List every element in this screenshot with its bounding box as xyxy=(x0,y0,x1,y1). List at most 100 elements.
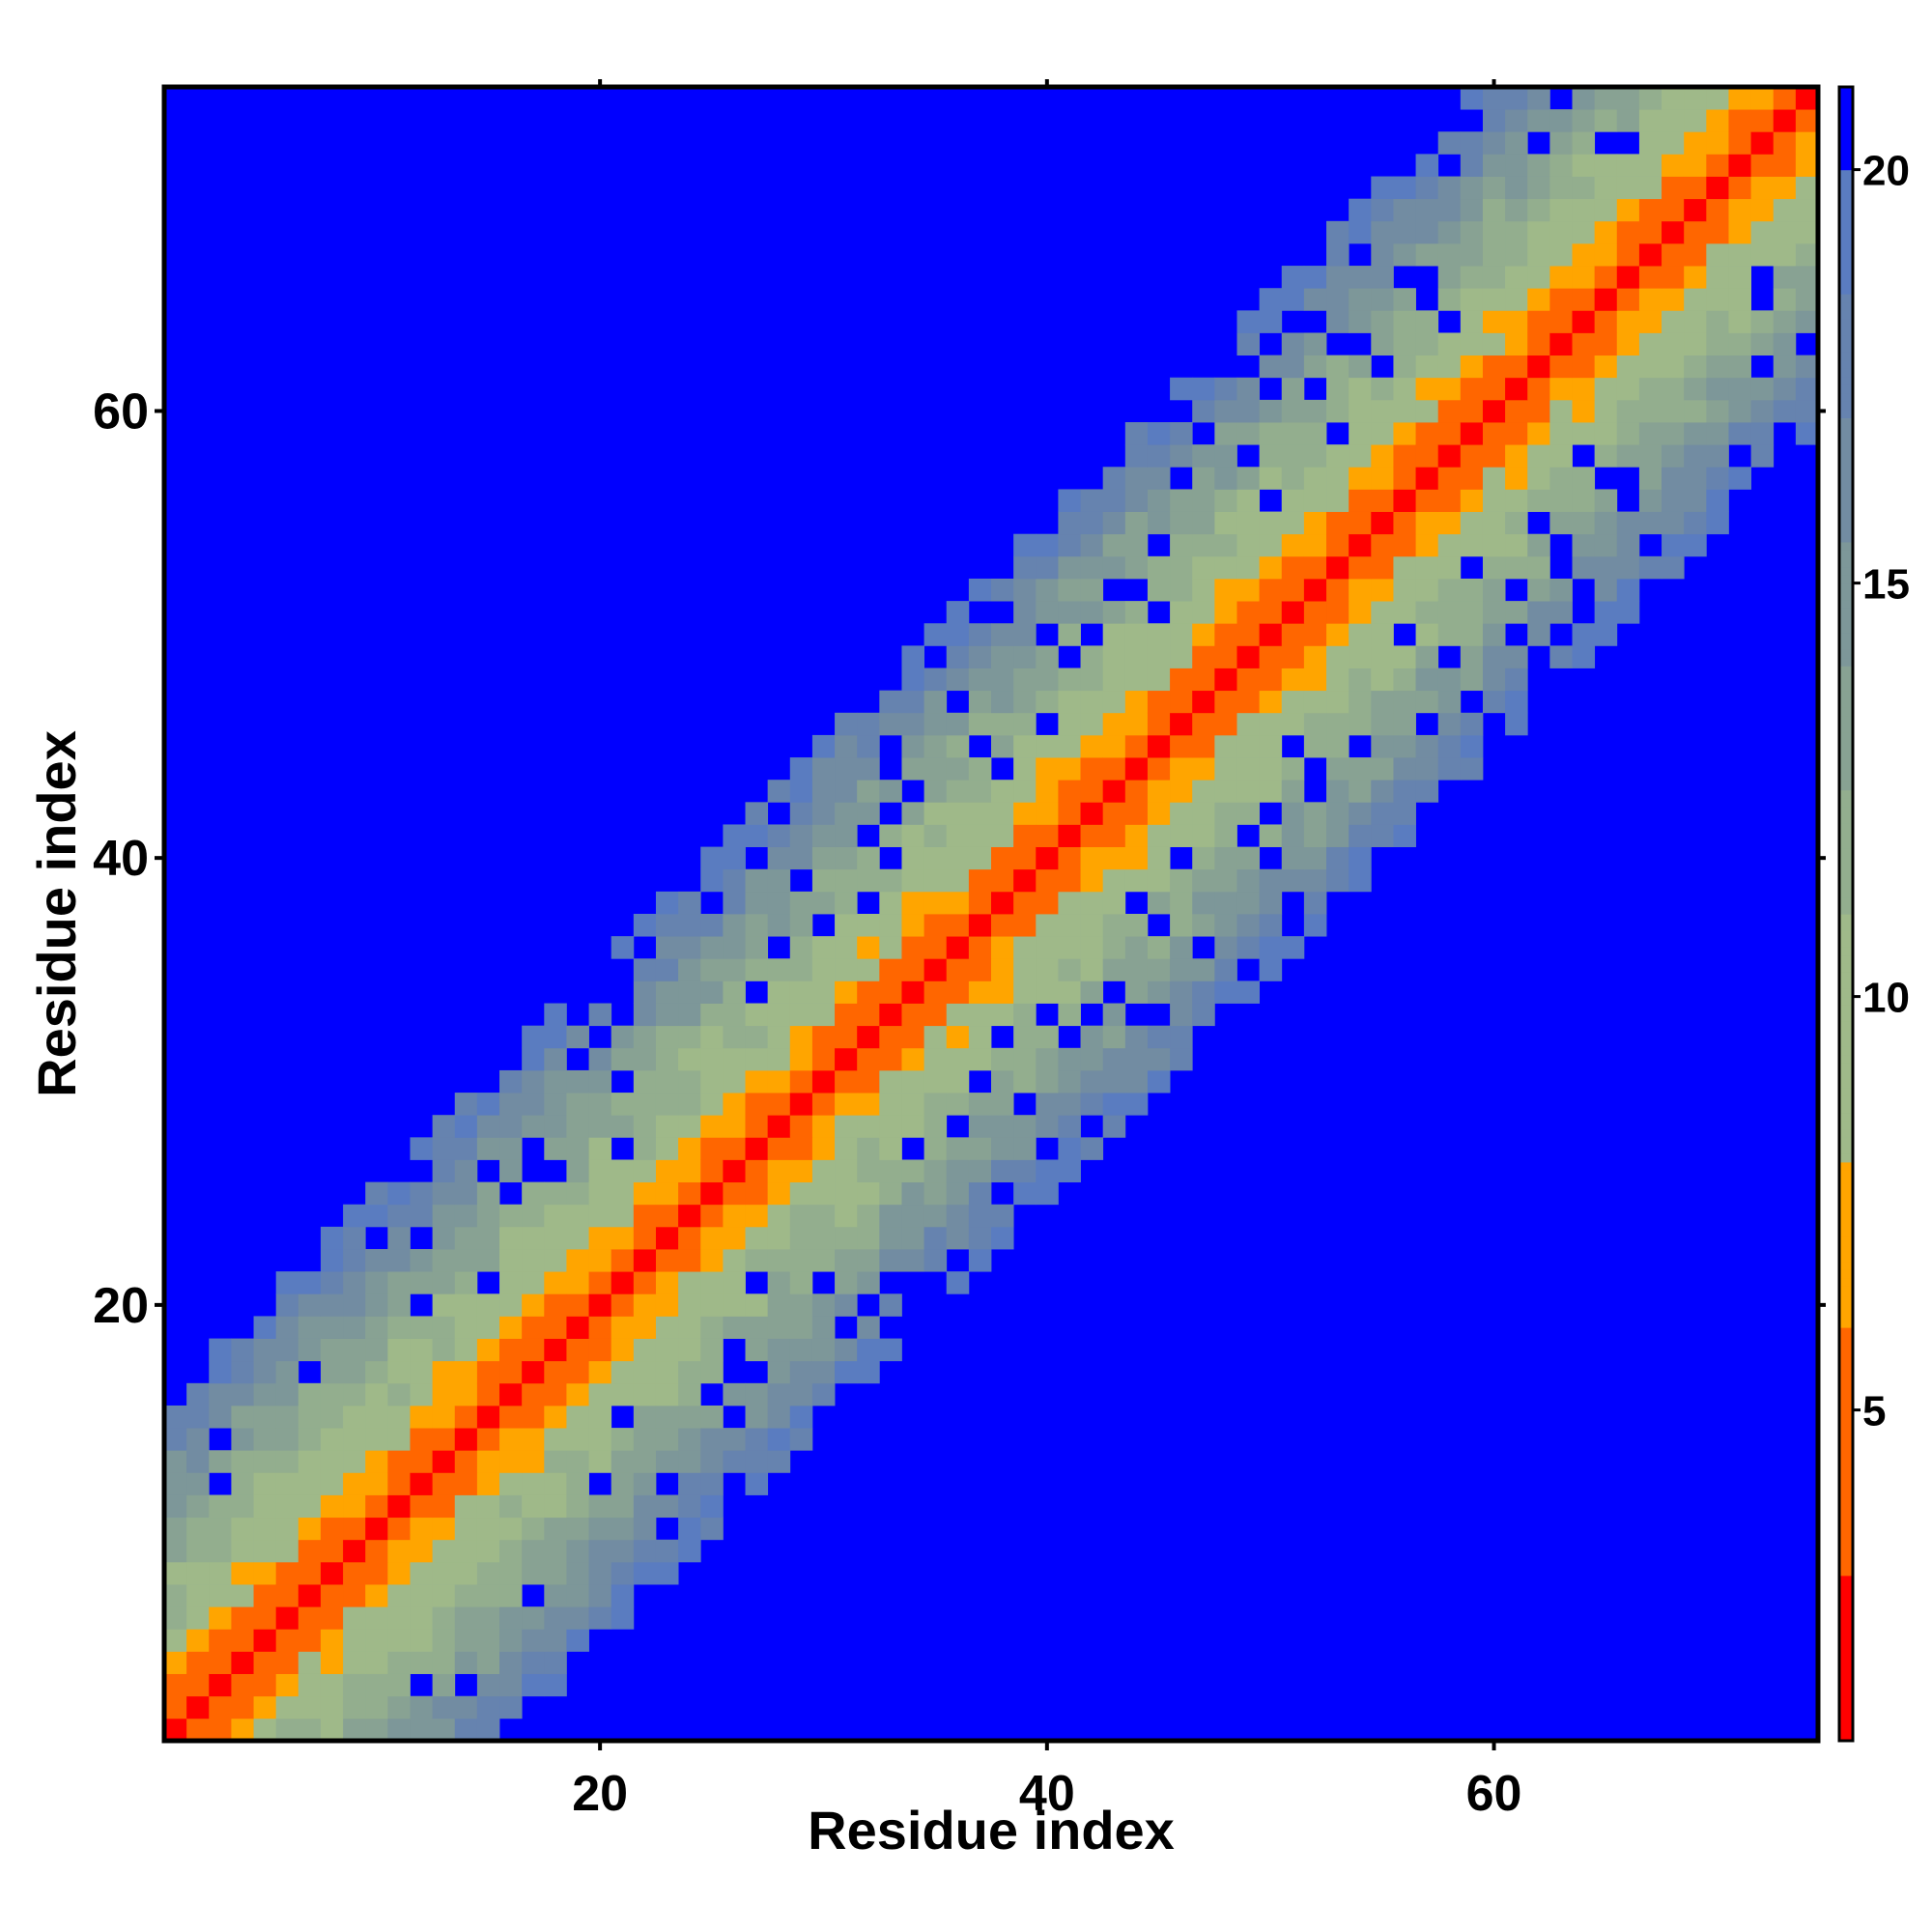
heatmap-cell xyxy=(1102,1047,1126,1071)
heatmap-cell xyxy=(298,1450,322,1473)
heatmap-cell xyxy=(1303,444,1327,468)
colorbar-segment xyxy=(1839,1178,1853,1188)
heatmap-cell xyxy=(1013,846,1037,870)
heatmap-cell xyxy=(633,1025,657,1049)
heatmap-cell xyxy=(1281,377,1305,401)
heatmap-cell xyxy=(1482,645,1506,668)
heatmap-cell xyxy=(1572,131,1596,155)
heatmap-cell xyxy=(1527,176,1550,200)
heatmap-cell xyxy=(1684,198,1707,222)
heatmap-cell xyxy=(1281,444,1305,468)
heatmap-cell xyxy=(432,1316,456,1339)
heatmap-cell xyxy=(387,1472,411,1495)
heatmap-cell xyxy=(1795,198,1819,222)
heatmap-cell xyxy=(454,1226,478,1250)
heatmap-cell xyxy=(566,1450,589,1473)
heatmap-cell xyxy=(901,1226,924,1250)
heatmap-cell xyxy=(454,1494,478,1519)
heatmap-cell xyxy=(1393,198,1416,222)
heatmap-cell xyxy=(1147,780,1171,803)
heatmap-cell xyxy=(946,1003,970,1027)
colorbar-segment xyxy=(1839,475,1853,485)
heatmap-cell xyxy=(946,846,970,870)
heatmap-cell xyxy=(1259,734,1283,758)
heatmap-cell xyxy=(655,1382,679,1406)
heatmap-cell xyxy=(343,1338,366,1362)
heatmap-cell xyxy=(633,1561,657,1585)
heatmap-cell xyxy=(1437,533,1462,557)
heatmap-cell xyxy=(1147,802,1171,825)
heatmap-cell xyxy=(767,1450,791,1473)
heatmap-cell xyxy=(678,1047,701,1071)
heatmap-cell xyxy=(1616,154,1640,177)
heatmap-cell xyxy=(164,1561,187,1585)
heatmap-cell xyxy=(499,1226,523,1250)
heatmap-cell xyxy=(901,690,924,714)
heatmap-cell xyxy=(700,1093,724,1116)
colorbar-segment xyxy=(1839,1368,1853,1378)
heatmap-cell xyxy=(1460,288,1484,311)
heatmap-cell xyxy=(387,1517,411,1541)
heatmap-cell xyxy=(365,1561,388,1585)
heatmap-cell xyxy=(857,958,880,981)
heatmap-cell xyxy=(901,868,924,893)
heatmap-cell xyxy=(1750,444,1775,468)
heatmap-cell xyxy=(343,1382,366,1406)
heatmap-cell xyxy=(1795,377,1819,401)
colorbar-segment xyxy=(1839,103,1853,113)
heatmap-cell xyxy=(432,1673,456,1697)
heatmap-cell xyxy=(231,1472,254,1495)
heatmap-cell xyxy=(1124,868,1149,893)
heatmap-cell xyxy=(1371,310,1394,333)
heatmap-cell xyxy=(544,1293,567,1317)
heatmap-cell xyxy=(1527,377,1550,401)
heatmap-cell xyxy=(811,1249,836,1272)
heatmap-cell xyxy=(1393,332,1416,356)
heatmap-cell xyxy=(700,1226,724,1250)
heatmap-cell xyxy=(343,1539,366,1563)
heatmap-cell xyxy=(1638,176,1662,200)
heatmap-cell xyxy=(835,712,858,736)
heatmap-cell xyxy=(811,1181,836,1206)
heatmap-cell xyxy=(1326,757,1350,781)
heatmap-cell xyxy=(1594,176,1618,200)
heatmap-cell xyxy=(1616,355,1640,379)
heatmap-cell xyxy=(655,1093,679,1116)
heatmap-cell xyxy=(1594,377,1618,401)
heatmap-cell xyxy=(387,1494,411,1519)
heatmap-cell xyxy=(1170,377,1193,401)
heatmap-cell xyxy=(1080,868,1104,893)
heatmap-cell xyxy=(588,1137,612,1160)
heatmap-cell xyxy=(1750,154,1775,177)
heatmap-cell xyxy=(522,1651,545,1674)
heatmap-cell xyxy=(879,868,902,893)
heatmap-cell xyxy=(1259,578,1283,602)
heatmap-cell xyxy=(1460,377,1484,401)
heatmap-cell xyxy=(522,1226,545,1250)
heatmap-cell xyxy=(968,1047,992,1071)
heatmap-cell xyxy=(231,1695,254,1719)
heatmap-cell xyxy=(745,1338,769,1362)
heatmap-cell xyxy=(1415,355,1439,379)
heatmap-cell xyxy=(901,1069,924,1094)
heatmap-cell xyxy=(476,1450,500,1473)
heatmap-cell xyxy=(723,1382,746,1406)
heatmap-cell xyxy=(1102,623,1126,646)
heatmap-cell xyxy=(1638,220,1662,244)
heatmap-cell xyxy=(611,1539,635,1563)
heatmap-cell xyxy=(1638,355,1662,379)
heatmap-cell xyxy=(209,1338,232,1362)
heatmap-cell xyxy=(811,1159,836,1183)
heatmap-cell xyxy=(1326,310,1350,333)
heatmap-cell xyxy=(410,1428,434,1451)
heatmap-cell xyxy=(991,980,1014,1004)
heatmap-cell xyxy=(745,1047,769,1071)
heatmap-cell xyxy=(544,1405,567,1429)
heatmap-cell xyxy=(767,1293,791,1317)
heatmap-cell xyxy=(1303,555,1327,580)
heatmap-cell xyxy=(1170,958,1193,981)
heatmap-cell xyxy=(767,1069,791,1094)
heatmap-cell xyxy=(1460,734,1484,758)
heatmap-cell xyxy=(1147,578,1171,602)
heatmap-cell xyxy=(1460,712,1484,736)
